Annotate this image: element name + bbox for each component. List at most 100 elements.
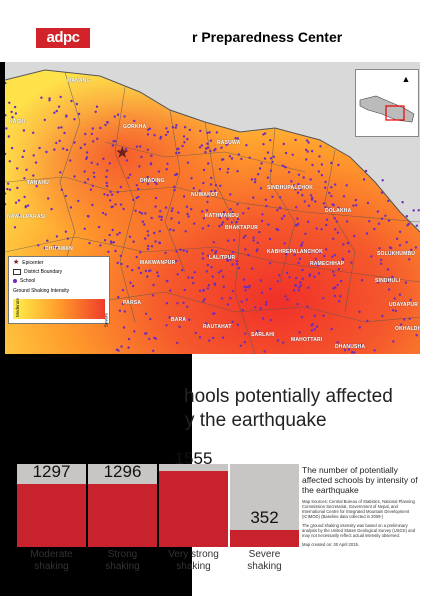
school-dot [177, 211, 180, 214]
school-dot [398, 293, 402, 296]
school-dot [139, 271, 143, 275]
school-dot [121, 288, 125, 292]
school-dot [315, 325, 319, 328]
school-dot [284, 151, 288, 155]
school-dot [298, 331, 301, 334]
school-dot [48, 99, 51, 102]
school-dot [240, 300, 243, 303]
school-dot [315, 227, 318, 230]
school-dot [8, 188, 12, 191]
school-dot [335, 220, 338, 223]
school-dot [215, 131, 218, 134]
school-dot [212, 241, 215, 244]
school-dot [43, 246, 46, 250]
category-label-line: shaking [105, 561, 140, 572]
school-dot [408, 258, 411, 261]
school-dot [275, 227, 278, 231]
school-dot [141, 220, 144, 223]
school-dot [324, 186, 327, 189]
school-dot [116, 113, 120, 116]
district-label: TANAHU [27, 180, 49, 186]
school-dot [380, 258, 383, 262]
school-dot [376, 210, 380, 213]
school-dot [202, 181, 205, 185]
school-dot [214, 184, 218, 187]
school-dot [10, 146, 14, 150]
school-dot [245, 298, 248, 301]
school-dot [325, 218, 329, 221]
school-dot [330, 194, 333, 198]
school-dot [282, 142, 285, 146]
school-dot [285, 252, 288, 256]
school-dot [276, 209, 279, 212]
school-dot [32, 174, 35, 177]
school-dot [359, 346, 362, 349]
school-dot [152, 283, 155, 287]
school-dot [88, 241, 91, 245]
school-dot [266, 176, 270, 179]
school-dot [265, 300, 268, 304]
school-dot [213, 189, 217, 192]
school-dot [135, 145, 139, 148]
school-dot [102, 157, 105, 160]
school-dot [229, 208, 232, 211]
school-dot [168, 316, 171, 319]
school-dot [207, 254, 210, 257]
school-dot [227, 167, 230, 171]
school-dot [170, 209, 173, 213]
school-dot [322, 202, 326, 205]
school-dot [342, 258, 345, 262]
school-dot [245, 144, 248, 147]
school-dot [135, 255, 138, 259]
school-dot [257, 173, 260, 176]
school-dot [259, 279, 263, 282]
school-dot [5, 114, 7, 117]
school-dot [333, 294, 337, 298]
school-dot [284, 295, 287, 298]
school-dot [310, 324, 313, 327]
school-dot [247, 286, 251, 289]
school-dot [77, 112, 81, 116]
school-dot [330, 186, 333, 189]
school-dot [269, 287, 272, 290]
school-dot [260, 162, 263, 165]
school-dot [64, 230, 68, 233]
school-dot [91, 127, 94, 130]
school-dot [147, 244, 150, 248]
school-dot [163, 260, 167, 263]
school-dot [256, 241, 259, 244]
school-dot [388, 251, 391, 254]
school-dot [116, 233, 119, 236]
school-dot [271, 195, 274, 198]
school-dot [301, 194, 304, 197]
school-dot [91, 184, 95, 187]
school-dot [84, 132, 87, 136]
school-dot [256, 329, 259, 333]
school-dot [90, 161, 93, 164]
bar [17, 484, 86, 547]
school-dot [230, 221, 233, 224]
school-dot [47, 197, 50, 200]
school-dot [310, 150, 314, 153]
locator-inset-map: ▲ [355, 69, 419, 137]
school-dot [296, 217, 299, 220]
school-dot [104, 213, 107, 216]
school-dot [233, 239, 236, 242]
school-dot [118, 309, 122, 312]
school-dot [218, 167, 222, 171]
school-dot [366, 319, 369, 323]
school-dot [116, 261, 119, 265]
school-dot [6, 187, 9, 191]
school-dot [202, 168, 206, 172]
intensity-note: The ground shaking intensity was based o… [302, 523, 416, 538]
school-dot [69, 206, 73, 209]
school-dot [87, 215, 90, 218]
school-dot [208, 339, 211, 342]
school-dot [380, 217, 384, 220]
school-dot [267, 223, 270, 226]
school-dot [387, 288, 391, 291]
school-dot [252, 239, 255, 242]
school-dot [317, 170, 320, 173]
school-dot [176, 341, 179, 345]
school-dot [190, 208, 193, 211]
